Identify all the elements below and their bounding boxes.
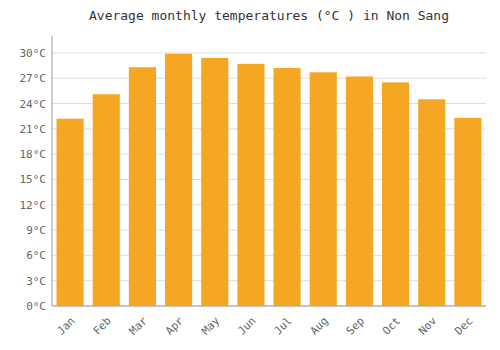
x-tick-label: Oct [380,314,403,337]
y-tick-label: 0°C [26,300,46,313]
y-tick-label: 15°C [20,173,47,186]
y-tick-label: 27°C [20,72,47,85]
x-tick-label: Jan [54,314,77,337]
x-tick-label: Aug [308,314,331,337]
chart: Average monthly temperatures (°C ) in No… [0,0,500,350]
y-tick-label: 18°C [20,148,47,161]
x-tick-label: Sep [344,314,367,337]
bar [165,54,192,306]
x-tick-label: Mar [127,314,151,338]
bar [274,68,301,306]
title: Average monthly temperatures (°C ) in No… [89,8,449,23]
x-tick-label: May [199,314,223,338]
grid-line [52,78,486,79]
y-tick-label: 3°C [26,275,46,288]
y-tick-label: 21°C [20,123,47,136]
y-tick-label: 12°C [20,199,47,212]
bar [346,77,373,307]
x-tick-label: Jul [271,314,294,337]
x-tick-label: Jun [235,314,258,337]
bar [454,118,481,306]
bar [418,99,445,306]
y-tick-label: 30°C [20,47,47,60]
y-tick-label: 6°C [26,249,46,262]
bar [201,58,228,306]
bar [129,67,156,306]
y-tick-label: 9°C [26,224,46,237]
x-tick-label: Dec [452,314,475,337]
y-axis-line [52,36,53,306]
chart-container: Average monthly temperatures (°C ) in No… [0,0,500,350]
bar [93,94,120,306]
bars [57,54,482,306]
bar [237,64,264,306]
grid-line [52,52,486,53]
x-tick-label: Nov [416,314,440,338]
y-grid [52,53,486,306]
y-tick-label: 24°C [20,98,47,111]
x-tick-label: Apr [163,314,187,338]
bar [382,82,409,306]
bar [310,72,337,306]
bar [57,119,84,306]
x-tick-label: Feb [91,314,114,337]
